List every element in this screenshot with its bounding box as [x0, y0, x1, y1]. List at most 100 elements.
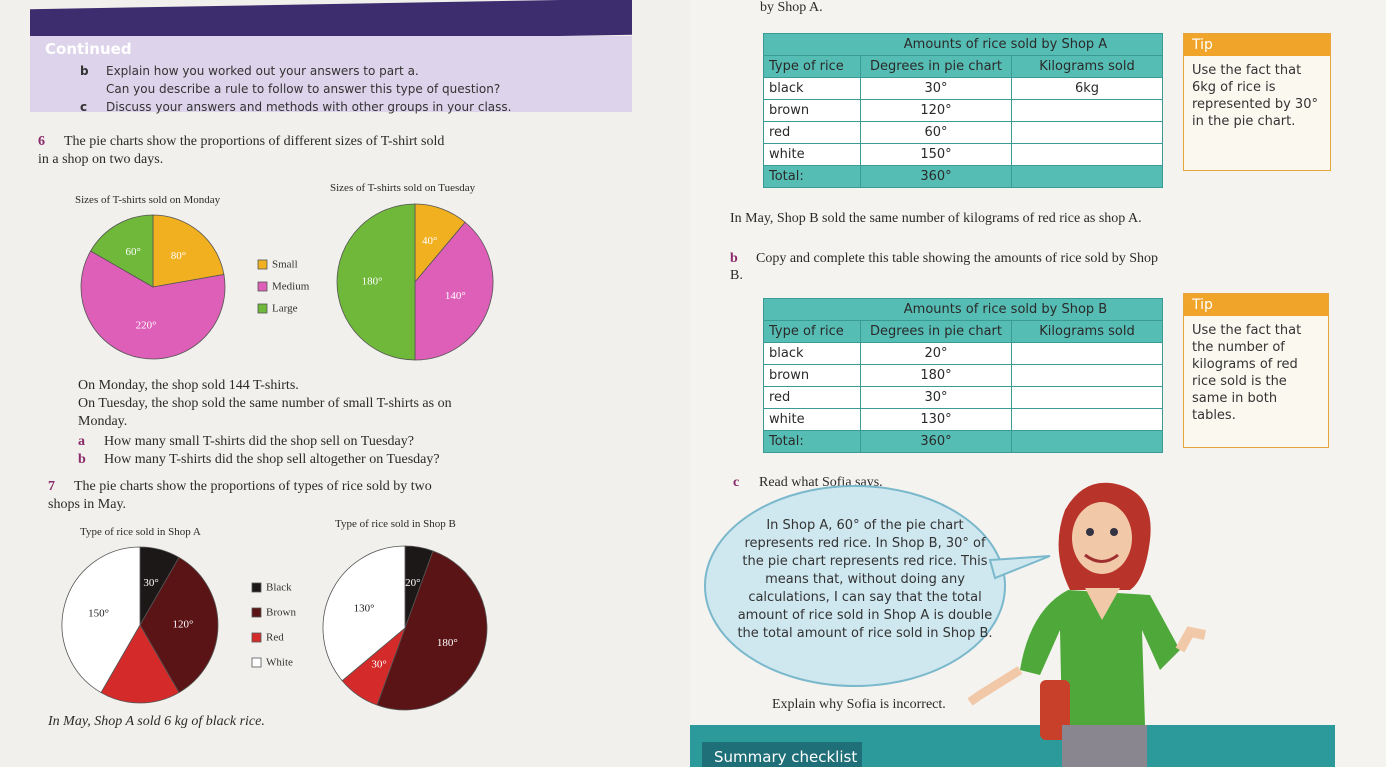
marker: a	[78, 434, 85, 449]
chart-title: Sizes of T-shirts sold on Monday	[75, 194, 221, 206]
statement: In May, Shop B sold the same number of k…	[730, 211, 1142, 226]
marker: c	[733, 475, 740, 490]
table-b-wrap: Amounts of rice sold by Shop B Type of ri…	[763, 298, 1163, 453]
question-text: The pie charts show the proportions of d…	[38, 134, 445, 167]
tip-heading: Tip	[1184, 34, 1330, 56]
pie-slice	[152, 214, 225, 288]
cell: 120°	[860, 99, 1012, 122]
part-text: How many T-shirts did the shop sell alto…	[104, 452, 440, 467]
marker: b	[80, 64, 89, 78]
mouth	[1084, 553, 1119, 563]
slice-label: 40°	[422, 235, 437, 247]
legend-swatch	[257, 281, 268, 292]
tip-heading: Tip	[1184, 294, 1328, 316]
part-text: How many small T-shirts did the shop sel…	[104, 434, 414, 449]
row: white 130°	[763, 408, 1163, 431]
speech-bubble	[704, 485, 1006, 687]
cell: brown	[763, 364, 861, 387]
header-cell: Degrees in pie chart	[860, 55, 1012, 78]
tip-b: Tip Use the fact that the number of kilo…	[1183, 293, 1329, 448]
cell: 130°	[860, 408, 1012, 431]
cell	[1011, 408, 1163, 431]
pie-charts: 80° 220° 60° 40° 140° 180° Small Medium Large 30°…	[61, 203, 494, 711]
legend-text: Red	[266, 632, 284, 644]
slice-label: 80°	[171, 250, 186, 262]
table: Amounts of rice sold by Shop A Type of ri…	[763, 33, 1163, 188]
legend-swatch	[251, 632, 262, 643]
illustration	[690, 482, 1335, 767]
hand	[1175, 626, 1206, 653]
pie-slice	[376, 550, 488, 711]
legend-swatch	[251, 607, 262, 618]
title-row: Amounts of rice sold by Shop B	[763, 298, 1163, 321]
slice-label: 120°	[172, 619, 193, 631]
cell	[1011, 99, 1163, 122]
slice-label: 30°	[143, 577, 158, 589]
title-row: Amounts of rice sold by Shop A	[763, 33, 1163, 56]
bubble-tail	[988, 555, 1051, 580]
cell	[1011, 342, 1163, 365]
cell: 360°	[860, 165, 1012, 188]
continued-items: b Explain how you worked out your answers…	[80, 62, 511, 116]
marker: c	[80, 100, 88, 114]
table-a-wrap: Amounts of rice sold by Shop A Type of ri…	[763, 33, 1163, 188]
question-number: 7	[48, 479, 55, 494]
table-title: Amounts of rice sold by Shop B	[763, 298, 1163, 321]
row: red 30°	[763, 386, 1163, 409]
footer-title: Summary checklist	[714, 748, 858, 766]
eye	[1086, 528, 1094, 536]
marker: b	[78, 452, 86, 467]
speech-text: In Shop A, 60° of the pie chart represen…	[737, 518, 993, 641]
chart-title: Type of rice sold in Shop B	[335, 518, 456, 530]
skirt	[1062, 725, 1147, 767]
cell: 180°	[860, 364, 1012, 387]
pie-slice	[80, 250, 226, 360]
continued-box	[30, 36, 632, 112]
header-row: Type of rice Degrees in pie chart Kilogram…	[763, 55, 1163, 78]
face	[1072, 502, 1132, 574]
slice-label: 150°	[88, 607, 109, 619]
neck	[1085, 588, 1120, 620]
pie-slice	[90, 214, 154, 288]
table: Amounts of rice sold by Shop B Type of ri…	[763, 298, 1163, 453]
row: brown 180°	[763, 364, 1163, 387]
item-text: Explain how you worked out your answers …	[106, 64, 419, 78]
slice-label: 20°	[405, 577, 420, 589]
q6-statements: On Monday, the shop sold 144 T-shirts. O…	[78, 377, 478, 469]
legend-swatch	[257, 303, 268, 314]
cell: 30°	[860, 77, 1012, 100]
row: red 60°	[763, 121, 1163, 144]
cell: Total:	[763, 430, 861, 453]
cell	[1011, 121, 1163, 144]
marker: b	[730, 251, 738, 266]
cell: red	[763, 386, 861, 409]
table-title: Amounts of rice sold by Shop A	[763, 33, 1163, 56]
chart-title: Sizes of T-shirts sold on Tuesday	[330, 182, 476, 194]
pie-slice	[414, 221, 494, 361]
header-cell: Kilograms sold	[1011, 320, 1163, 343]
legend-text: Medium	[272, 281, 310, 293]
slice-label: 130°	[354, 602, 375, 614]
hand	[967, 666, 1023, 706]
question-6: 6 The pie charts show the proportions of …	[38, 133, 458, 169]
slice-label: 180°	[437, 637, 458, 649]
part-text: Copy and complete this table showing the…	[730, 251, 1159, 283]
slice-label: 220°	[136, 320, 157, 332]
cell	[1011, 143, 1163, 166]
footer-tab	[702, 742, 862, 767]
pie-slice	[336, 203, 416, 361]
cell	[1011, 430, 1163, 453]
part: a How many small T-shirts did the shop se…	[78, 433, 478, 451]
cell: 360°	[860, 430, 1012, 453]
sofia	[967, 482, 1206, 767]
cell: black	[763, 77, 861, 100]
cell: 6kg	[1011, 77, 1163, 100]
row: Total: 360°	[763, 165, 1163, 188]
header-cell: Kilograms sold	[1011, 55, 1163, 78]
legend-text: White	[266, 657, 293, 669]
question-7: 7 The pie charts show the proportions of …	[48, 478, 448, 514]
cell: 30°	[860, 386, 1012, 409]
cell	[1011, 386, 1163, 409]
slice-label: 140°	[445, 290, 466, 302]
